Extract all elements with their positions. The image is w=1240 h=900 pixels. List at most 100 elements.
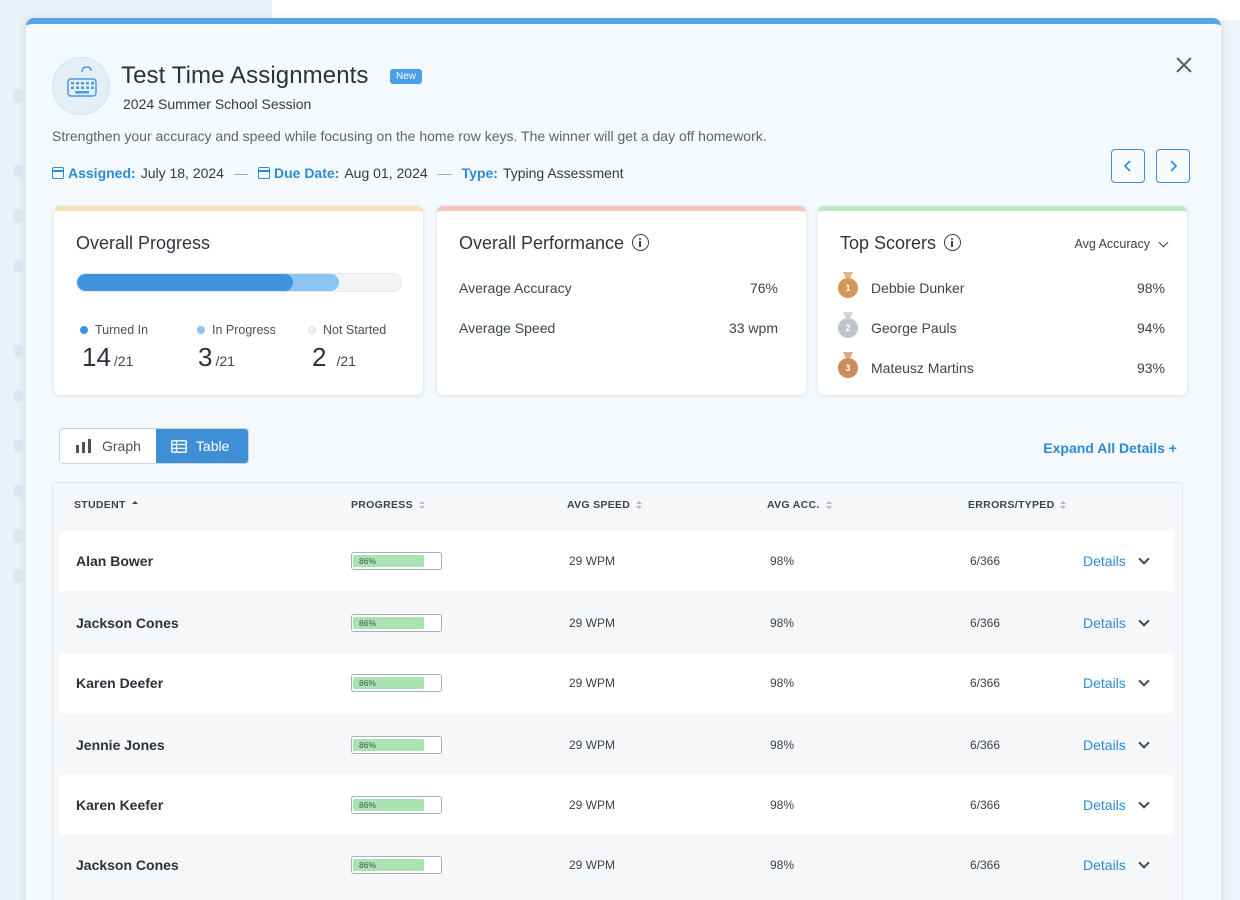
expand-all-details-link[interactable]: Expand All Details + bbox=[1043, 440, 1177, 456]
details-label: Details bbox=[1083, 797, 1126, 813]
table-row: Jackson Cones 86% 29 WPM 98% 6/366 Details bbox=[59, 835, 1174, 895]
errors-typed: 6/366 bbox=[970, 616, 1001, 630]
student-name: Karen Deefer bbox=[76, 675, 164, 691]
details-label: Details bbox=[1083, 553, 1126, 569]
table-icon bbox=[171, 439, 187, 453]
column-header-student[interactable]: STUDENT bbox=[74, 499, 138, 511]
column-label: STUDENT bbox=[74, 499, 126, 511]
errors-typed: 6/366 bbox=[970, 858, 1001, 872]
progress-label: 86% bbox=[359, 800, 377, 810]
sort-icon bbox=[825, 501, 832, 509]
details-toggle[interactable]: Details bbox=[1083, 857, 1150, 873]
details-toggle[interactable]: Details bbox=[1083, 737, 1150, 753]
table-view-button[interactable]: Table bbox=[155, 429, 248, 463]
card-title: Overall Progress bbox=[76, 233, 211, 253]
count-value: 3 bbox=[198, 342, 213, 372]
student-name: Jackson Cones bbox=[76, 857, 179, 873]
column-header-progress[interactable]: PROGRESS bbox=[351, 499, 425, 511]
metric-value: 76% bbox=[749, 280, 778, 296]
column-header-avg-speed[interactable]: AVG SPEED bbox=[567, 499, 643, 511]
column-label: AVG ACC. bbox=[767, 499, 820, 511]
chevron-down-icon bbox=[1138, 737, 1150, 749]
top-scorers-card: Top Scorers Avg Accuracy 1 Debbie Dunker… bbox=[818, 206, 1187, 395]
details-label: Details bbox=[1083, 857, 1126, 873]
avg-speed: 29 WPM bbox=[569, 676, 616, 690]
legend-label: In Progress bbox=[212, 323, 276, 337]
chevron-left-icon bbox=[1123, 160, 1131, 172]
ghost-icon bbox=[14, 90, 22, 102]
scorer-score: 94% bbox=[1136, 320, 1165, 336]
previous-button[interactable] bbox=[1111, 149, 1145, 183]
details-toggle[interactable]: Details bbox=[1083, 797, 1150, 813]
turned-in-count: 14/21 bbox=[82, 342, 133, 373]
card-title-text: Overall Performance bbox=[459, 233, 625, 253]
graph-view-button[interactable]: Graph bbox=[60, 429, 156, 463]
assigned-label: Assigned: bbox=[68, 165, 136, 181]
dropdown-value: Avg Accuracy bbox=[1074, 237, 1150, 251]
legend-turned-in: Turned In bbox=[80, 323, 148, 337]
details-toggle[interactable]: Details bbox=[1083, 553, 1150, 569]
table-row: Jackson Cones 86% 29 WPM 98% 6/366 Details bbox=[59, 593, 1174, 653]
info-icon[interactable] bbox=[944, 234, 962, 251]
assignment-type: Typing Assessment bbox=[502, 165, 624, 181]
ghost-icon bbox=[14, 440, 22, 452]
avg-accuracy: 98% bbox=[770, 858, 795, 872]
next-button[interactable] bbox=[1156, 149, 1190, 183]
avg-speed: 29 WPM bbox=[569, 798, 616, 812]
top-scorer-3: 3 Mateusz Martins 93% bbox=[838, 358, 1165, 378]
student-progress-bar: 86% bbox=[351, 796, 442, 814]
student-progress-bar: 86% bbox=[351, 614, 442, 632]
average-speed-row: Average Speed 33 wpm bbox=[459, 320, 778, 336]
ghost-icon bbox=[14, 570, 22, 582]
card-title-text: Top Scorers bbox=[840, 233, 937, 253]
avg-speed: 29 WPM bbox=[569, 554, 616, 568]
chevron-down-icon bbox=[1138, 797, 1150, 809]
progress-fill bbox=[353, 617, 425, 629]
legend-label: Turned In bbox=[95, 323, 149, 337]
table-row: Jennie Jones 86% 29 WPM 98% 6/366 Details bbox=[59, 715, 1174, 775]
details-label: Details bbox=[1083, 737, 1126, 753]
chevron-down-icon bbox=[1138, 615, 1150, 627]
chevron-down-icon bbox=[1138, 857, 1150, 869]
sort-icon bbox=[636, 501, 643, 509]
column-header-errors-typed[interactable]: ERRORS/TYPED bbox=[968, 499, 1067, 511]
column-header-avg-acc[interactable]: AVG ACC. bbox=[767, 499, 832, 511]
assignment-description: Strengthen your accuracy and speed while… bbox=[52, 128, 767, 144]
ghost-icon bbox=[14, 165, 22, 177]
scorer-name: Debbie Dunker bbox=[871, 280, 965, 296]
progress-fill bbox=[353, 677, 425, 689]
count-value: 2 bbox=[312, 342, 327, 372]
scorer-sort-dropdown[interactable]: Avg Accuracy bbox=[1074, 237, 1169, 251]
student-progress-bar: 86% bbox=[351, 736, 442, 754]
card-title: Top Scorers bbox=[840, 233, 962, 254]
legend-not-started: Not Started bbox=[308, 323, 386, 337]
avg-speed: 29 WPM bbox=[569, 858, 616, 872]
scorer-score: 98% bbox=[1136, 280, 1165, 296]
close-button[interactable] bbox=[1173, 54, 1195, 76]
chevron-right-icon bbox=[1170, 160, 1178, 172]
legend-dot bbox=[308, 326, 316, 334]
page-subtitle: 2024 Summer School Session bbox=[123, 96, 312, 112]
count-total: /21 bbox=[336, 353, 356, 369]
count-total: /21 bbox=[215, 353, 235, 369]
info-icon[interactable] bbox=[632, 234, 650, 251]
chevron-down-icon bbox=[1138, 675, 1150, 687]
details-toggle[interactable]: Details bbox=[1083, 675, 1150, 691]
table-row: Karen Keefer 86% 29 WPM 98% 6/366 Details bbox=[59, 775, 1174, 835]
avg-accuracy: 98% bbox=[770, 798, 795, 812]
assigned-date: July 18, 2024 bbox=[140, 165, 224, 181]
assignment-meta: Assigned: July 18, 2024 — Due Date: Aug … bbox=[52, 165, 624, 181]
details-toggle[interactable]: Details bbox=[1083, 615, 1150, 631]
student-name: Jackson Cones bbox=[76, 615, 179, 631]
progress-label: 86% bbox=[359, 556, 377, 566]
column-label: PROGRESS bbox=[351, 499, 413, 511]
ghost-icon bbox=[14, 210, 22, 222]
metric-label: Average Accuracy bbox=[459, 280, 572, 296]
legend-label: Not Started bbox=[323, 323, 387, 337]
not-started-count: 2/21 bbox=[312, 342, 356, 373]
silver-medal-icon: 2 bbox=[838, 318, 858, 338]
errors-typed: 6/366 bbox=[970, 554, 1001, 568]
ghost-icon bbox=[14, 260, 22, 272]
progress-fill bbox=[353, 555, 425, 567]
chevron-down-icon bbox=[1158, 237, 1169, 247]
